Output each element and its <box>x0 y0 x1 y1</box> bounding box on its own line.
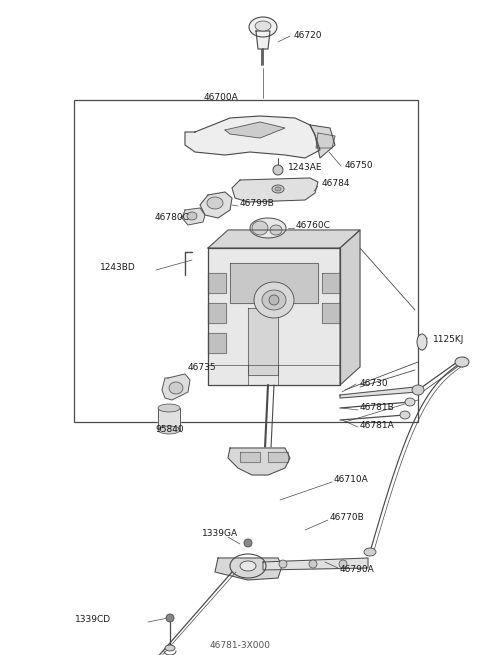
Text: 46799B: 46799B <box>240 200 275 208</box>
Ellipse shape <box>187 212 197 220</box>
Polygon shape <box>316 133 335 148</box>
Polygon shape <box>208 273 226 293</box>
Ellipse shape <box>269 295 279 305</box>
Polygon shape <box>208 230 360 248</box>
Ellipse shape <box>207 197 223 209</box>
Ellipse shape <box>158 404 180 412</box>
Polygon shape <box>322 273 340 293</box>
Text: 46750: 46750 <box>345 162 373 170</box>
Text: 46720: 46720 <box>294 31 323 41</box>
Text: 1243BD: 1243BD <box>100 263 136 272</box>
Polygon shape <box>208 333 226 353</box>
Text: 1243AE: 1243AE <box>288 164 323 172</box>
Polygon shape <box>158 408 180 430</box>
Text: 46784: 46784 <box>322 179 350 189</box>
Ellipse shape <box>252 221 268 235</box>
Ellipse shape <box>275 187 281 191</box>
Ellipse shape <box>455 357 469 367</box>
Text: 1339CD: 1339CD <box>75 616 111 624</box>
Polygon shape <box>232 178 318 202</box>
Polygon shape <box>256 31 270 49</box>
Polygon shape <box>322 303 340 323</box>
Text: 46790A: 46790A <box>340 565 375 574</box>
Ellipse shape <box>412 385 424 395</box>
Ellipse shape <box>339 560 347 568</box>
Polygon shape <box>263 558 368 570</box>
Text: 46781A: 46781A <box>360 421 395 430</box>
Ellipse shape <box>255 21 271 31</box>
Ellipse shape <box>158 426 180 434</box>
Text: 46780C: 46780C <box>155 214 190 223</box>
Polygon shape <box>225 122 285 138</box>
Polygon shape <box>240 452 260 462</box>
Text: 1125KJ: 1125KJ <box>433 335 464 345</box>
Bar <box>74 100 418 422</box>
Ellipse shape <box>169 382 183 394</box>
Ellipse shape <box>244 539 252 547</box>
Text: 46700A: 46700A <box>204 94 239 102</box>
Ellipse shape <box>166 614 174 622</box>
Ellipse shape <box>417 334 427 350</box>
Text: 46760C: 46760C <box>296 221 331 231</box>
Ellipse shape <box>262 290 286 310</box>
Text: 46781-3X000: 46781-3X000 <box>209 641 271 650</box>
Polygon shape <box>230 263 318 303</box>
Ellipse shape <box>400 411 410 419</box>
Polygon shape <box>340 230 360 385</box>
Polygon shape <box>182 208 205 225</box>
Polygon shape <box>268 452 288 462</box>
Text: 46770B: 46770B <box>330 512 365 521</box>
Ellipse shape <box>273 165 283 175</box>
Ellipse shape <box>405 398 415 406</box>
Polygon shape <box>208 303 226 323</box>
Ellipse shape <box>249 17 277 37</box>
Polygon shape <box>340 387 418 398</box>
Ellipse shape <box>240 561 256 571</box>
Polygon shape <box>185 116 320 158</box>
Ellipse shape <box>250 218 286 238</box>
Polygon shape <box>200 192 232 218</box>
Ellipse shape <box>165 645 175 651</box>
Text: 46735: 46735 <box>188 364 216 373</box>
Ellipse shape <box>270 225 282 235</box>
Polygon shape <box>228 448 290 475</box>
Text: 46710A: 46710A <box>334 476 369 485</box>
Ellipse shape <box>272 185 284 193</box>
Polygon shape <box>248 308 278 375</box>
Polygon shape <box>208 248 340 385</box>
Text: 1339GA: 1339GA <box>202 529 238 538</box>
Ellipse shape <box>254 282 294 318</box>
Text: 46781B: 46781B <box>360 403 395 413</box>
Text: 95840: 95840 <box>155 426 184 434</box>
Ellipse shape <box>309 560 317 568</box>
Text: 46730: 46730 <box>360 379 389 388</box>
Polygon shape <box>310 125 335 158</box>
Ellipse shape <box>279 560 287 568</box>
Ellipse shape <box>364 548 376 556</box>
Polygon shape <box>162 374 190 400</box>
Polygon shape <box>215 558 282 580</box>
